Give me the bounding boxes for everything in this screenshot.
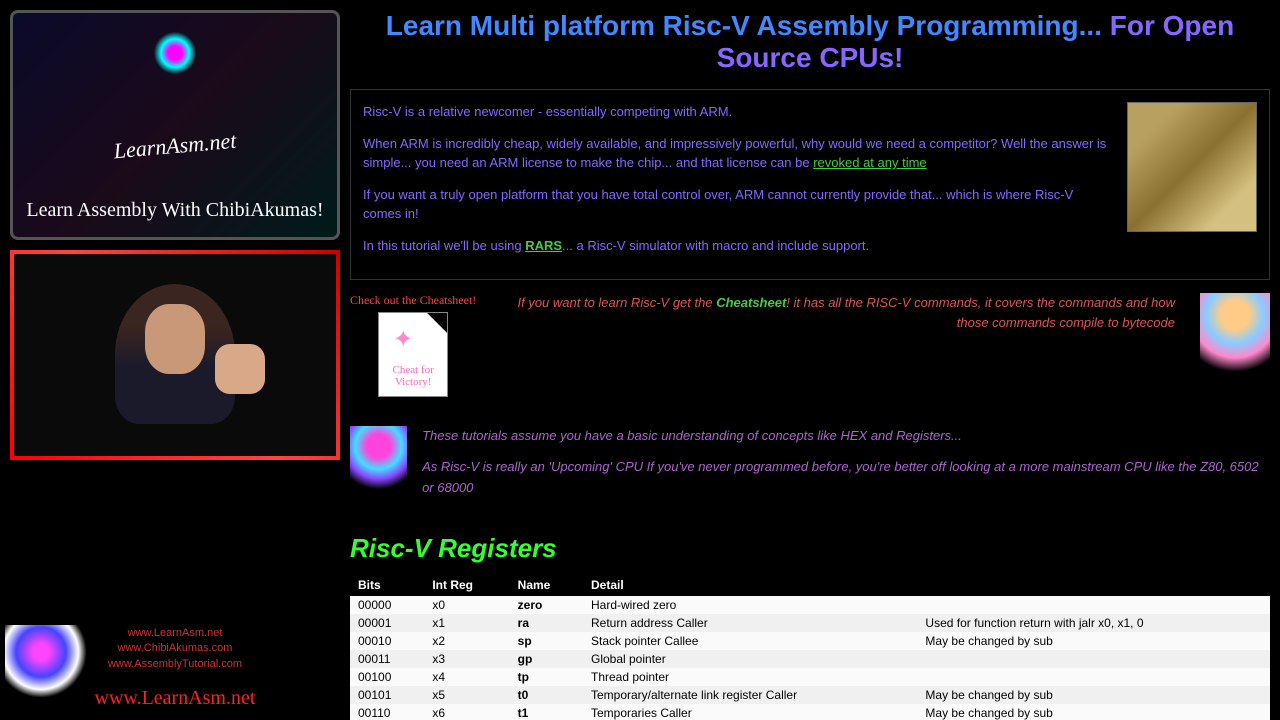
page-title: Learn Multi platform Risc-V Assembly Pro… — [350, 0, 1270, 84]
table-cell: tp — [510, 668, 583, 686]
video-thumbnail[interactable] — [10, 250, 340, 460]
table-cell: x2 — [424, 632, 509, 650]
table-cell: x6 — [424, 704, 509, 720]
table-cell: 00110 — [350, 704, 424, 720]
mascot-icon — [1200, 293, 1270, 403]
mascot-sprite-icon — [150, 28, 200, 78]
table-cell — [917, 668, 1270, 686]
table-cell: Thread pointer — [583, 668, 917, 686]
table-cell: ra — [510, 614, 583, 632]
table-row: 00100x4tpThread pointer — [350, 668, 1270, 686]
sidebar: LearnAsm.net Learn Assembly With ChibiAk… — [0, 0, 350, 720]
mascot-small-icon — [350, 426, 407, 506]
table-header: Detail — [583, 574, 917, 596]
table-row: 00110x6t1Temporaries CallerMay be change… — [350, 704, 1270, 720]
main-content: Learn Multi platform Risc-V Assembly Pro… — [350, 0, 1280, 720]
table-cell: x0 — [424, 596, 509, 614]
table-cell: 00101 — [350, 686, 424, 704]
rars-link[interactable]: RARS — [525, 238, 562, 253]
table-cell: zero — [510, 596, 583, 614]
table-row: 00010x2spStack pointer CalleeMay be chan… — [350, 632, 1270, 650]
cheat-message: If you want to learn Risc-V get the Chea… — [491, 293, 1185, 332]
revoked-link[interactable]: revoked at any time — [813, 155, 926, 170]
intro-para: When ARM is incredibly cheap, widely ava… — [363, 134, 1112, 173]
person-icon — [115, 284, 235, 424]
table-cell: x5 — [424, 686, 509, 704]
table-row: 00001x1raReturn address CallerUsed for f… — [350, 614, 1270, 632]
footer-link[interactable]: www.ChibiAkumas.com — [118, 642, 233, 654]
registers-table: BitsInt RegNameDetail 00000x0zeroHard-wi… — [350, 574, 1270, 720]
footer-mascot-icon — [5, 625, 95, 715]
table-cell: Return address Caller — [583, 614, 917, 632]
table-cell: gp — [510, 650, 583, 668]
intro-para: If you want a truly open platform that y… — [363, 185, 1112, 224]
banner-site-name: LearnAsm.net — [113, 128, 238, 165]
cheat-label: Check out the Cheatsheet! — [350, 293, 476, 308]
table-cell: Global pointer — [583, 650, 917, 668]
table-cell: x4 — [424, 668, 509, 686]
table-cell: 00000 — [350, 596, 424, 614]
paper-icon: ✦ Cheat for Victory! — [378, 312, 448, 397]
table-cell: 00001 — [350, 614, 424, 632]
title-part1: Learn Multi platform Risc-V Assembly Pro… — [386, 10, 1110, 41]
table-cell: 00011 — [350, 650, 424, 668]
table-cell: Hard-wired zero — [583, 596, 917, 614]
tutorial-text: These tutorials assume you have a basic … — [422, 426, 1270, 508]
banner-tagline: Learn Assembly With ChibiAkumas! — [13, 199, 337, 222]
table-cell: Temporaries Caller — [583, 704, 917, 720]
site-banner[interactable]: LearnAsm.net Learn Assembly With ChibiAk… — [10, 10, 340, 240]
cheatsheet-callout: Check out the Cheatsheet! ✦ Cheat for Vi… — [350, 285, 1270, 411]
table-cell: 00100 — [350, 668, 424, 686]
table-cell: 00010 — [350, 632, 424, 650]
table-cell: x1 — [424, 614, 509, 632]
table-header — [917, 574, 1270, 596]
footer-link[interactable]: www.LearnAsm.net — [128, 627, 223, 639]
table-header: Name — [510, 574, 583, 596]
table-cell: x3 — [424, 650, 509, 668]
intro-para: In this tutorial we'll be using RARS... … — [363, 236, 1112, 256]
table-cell: t1 — [510, 704, 583, 720]
table-header: Bits — [350, 574, 424, 596]
table-cell: May be changed by sub — [917, 632, 1270, 650]
tutorial-para: As Risc-V is really an 'Upcoming' CPU If… — [422, 457, 1270, 499]
table-row: 00101x5t0Temporary/alternate link regist… — [350, 686, 1270, 704]
table-cell: Used for function return with jalr x0, x… — [917, 614, 1270, 632]
registers-header: Risc-V Registers — [350, 533, 1270, 564]
cheatsheet-link[interactable]: Cheatsheet — [716, 295, 786, 310]
table-cell — [917, 650, 1270, 668]
table-cell: sp — [510, 632, 583, 650]
table-header: Int Reg — [424, 574, 509, 596]
cheatsheet-icon[interactable]: Check out the Cheatsheet! ✦ Cheat for Vi… — [350, 293, 476, 397]
tutorial-note: These tutorials assume you have a basic … — [350, 411, 1270, 523]
table-row: 00011x3gpGlobal pointer — [350, 650, 1270, 668]
table-cell: Temporary/alternate link register Caller — [583, 686, 917, 704]
intro-section: Risc-V is a relative newcomer - essentia… — [350, 89, 1270, 280]
table-cell: May be changed by sub — [917, 704, 1270, 720]
table-cell: May be changed by sub — [917, 686, 1270, 704]
table-row: 00000x0zeroHard-wired zero — [350, 596, 1270, 614]
cpu-chip-icon — [1127, 102, 1257, 232]
table-cell: Stack pointer Callee — [583, 632, 917, 650]
table-cell — [917, 596, 1270, 614]
table-cell: t0 — [510, 686, 583, 704]
tutorial-para: These tutorials assume you have a basic … — [422, 426, 1270, 447]
intro-para: Risc-V is a relative newcomer - essentia… — [363, 102, 1112, 122]
intro-text: Risc-V is a relative newcomer - essentia… — [363, 102, 1112, 267]
footer-link[interactable]: www.AssemblyTutorial.com — [108, 658, 242, 670]
